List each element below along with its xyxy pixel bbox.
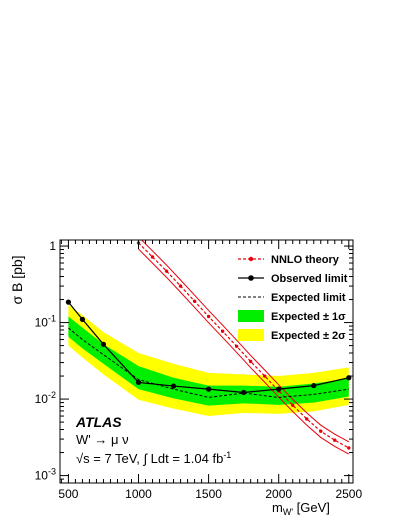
legend-swatch-band1 [238, 310, 264, 322]
x-tick-label: 1500 [195, 487, 222, 501]
theory-point [178, 284, 183, 288]
energy-label-text: √s = 7 TeV, ∫ Ldt = 1.04 fb [76, 451, 223, 466]
legend-entry: Observed limit [238, 273, 348, 285]
y-tick-label: 10-1 [35, 314, 56, 330]
legend-label: Expected limit [271, 292, 346, 304]
experiment-label: ATLAS [75, 414, 122, 430]
y-tick-label: 1 [49, 239, 56, 253]
theory-point [220, 329, 225, 333]
legend-entry: Expected ± 1σ [238, 310, 346, 323]
process-label: W' → μ ν [76, 432, 129, 447]
theory-point [234, 344, 239, 348]
axis-ticks: 500 1000 1500 2000 2500 1 10-1 10-2 10-3 [35, 239, 363, 501]
legend-label: Expected ± 2σ [271, 330, 346, 342]
theory-point [319, 429, 323, 433]
theory-point [333, 438, 337, 442]
observed-point [241, 389, 247, 396]
legend-marker-theory [248, 256, 254, 262]
theory-band-upper [140, 240, 350, 443]
observed-point [79, 316, 86, 323]
y-tick-label: 10-2 [35, 390, 56, 406]
energy-label-exp: -1 [223, 450, 231, 460]
x-axis-label: mW' [GeV] [272, 500, 330, 517]
observed-line [67, 301, 349, 394]
theory-point [206, 314, 211, 319]
observed-limit-line [65, 299, 352, 396]
x-axis-label-unit: [GeV] [293, 500, 330, 515]
expected-line [68, 327, 349, 398]
axes [59, 239, 354, 484]
legend-marker-observed [248, 275, 254, 281]
theory-point [291, 403, 295, 407]
theory-point [248, 359, 253, 364]
legend-entry: Expected ± 2σ [238, 329, 346, 342]
x-tick-label: 500 [58, 487, 78, 501]
y-axis-label: σ B [pb] [9, 255, 25, 304]
observed-point [100, 341, 107, 347]
y-tick-label: 10-3 [35, 467, 56, 483]
expected-limit-line [68, 327, 349, 398]
legend-entry: Expected limit [238, 292, 346, 304]
legend-label: Expected ± 1σ [271, 311, 346, 323]
x-tick-label: 2000 [265, 487, 292, 501]
theory-point [164, 269, 169, 273]
observed-point [170, 383, 177, 389]
observed-point [311, 383, 317, 389]
theory-band-lower [138, 248, 350, 455]
plot-frame [59, 239, 354, 484]
theory-point [262, 374, 267, 378]
legend-label: NNLO theory [271, 254, 340, 266]
x-tick-label: 2500 [335, 487, 362, 501]
legend-label: Observed limit [271, 273, 348, 285]
legend-entry: NNLO theory [238, 254, 340, 266]
observed-point [135, 379, 142, 386]
legend: NNLO theory Observed limit Expected limit E… [238, 254, 348, 342]
theory-point [305, 417, 309, 421]
theory-curve [136, 240, 351, 455]
theory-point [150, 255, 155, 259]
observed-point [65, 299, 72, 305]
theory-point [192, 299, 197, 303]
x-axis-label-sub: W' [283, 507, 293, 517]
legend-swatch-band2 [238, 329, 264, 341]
observed-point [276, 386, 282, 392]
x-axis-label-main: m [272, 500, 283, 515]
theory-point [347, 446, 351, 450]
theory-line [138, 242, 350, 449]
observed-point [206, 386, 212, 392]
x-tick-label: 1000 [125, 487, 152, 501]
energy-label: √s = 7 TeV, ∫ Ldt = 1.04 fb-1 [76, 450, 231, 466]
